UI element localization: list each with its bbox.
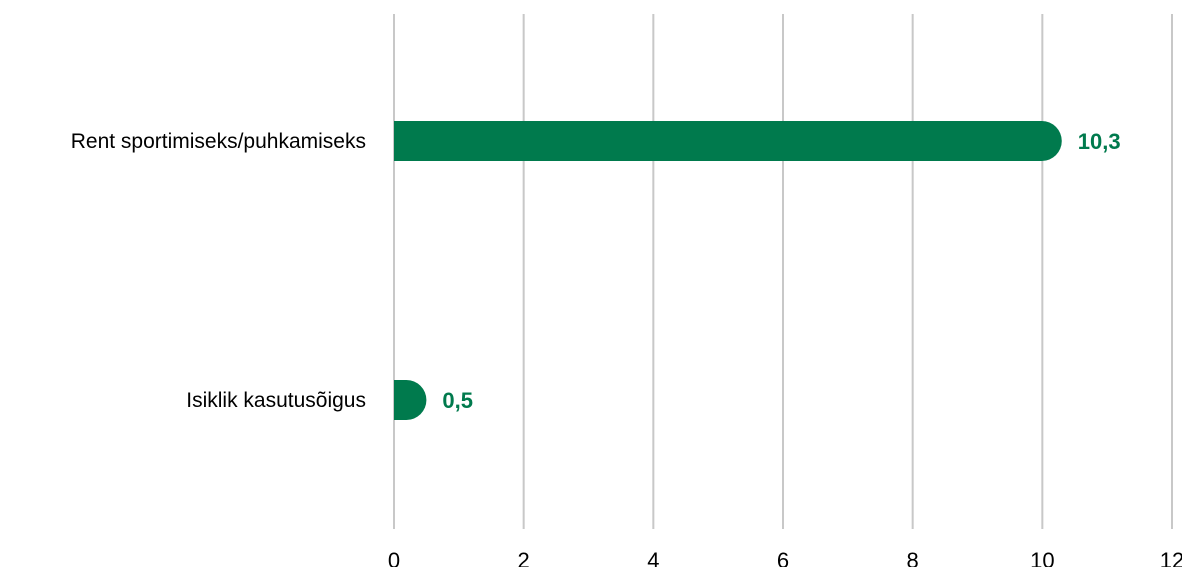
x-tick-label: 4 xyxy=(647,548,659,567)
bar xyxy=(394,121,1062,161)
category-label: Rent sportimiseks/puhkamiseks xyxy=(71,130,366,153)
x-tick-label: 10 xyxy=(1030,548,1054,567)
value-labels: 10,3 0,5 xyxy=(442,129,1120,413)
gridlines xyxy=(393,14,1173,529)
bar xyxy=(394,380,427,420)
x-tick-label: 6 xyxy=(777,548,789,567)
x-tick-label: 12 xyxy=(1160,548,1182,567)
value-label: 0,5 xyxy=(442,388,473,413)
category-labels: Rent sportimiseks/puhkamiseks Isiklik kas… xyxy=(71,130,366,412)
x-tick-label: 8 xyxy=(907,548,919,567)
x-tick-label: 0 xyxy=(388,548,400,567)
x-axis-tick-labels: 0 2 4 6 8 10 12 xyxy=(388,548,1182,567)
value-label: 10,3 xyxy=(1078,129,1121,154)
category-label: Isiklik kasutusõigus xyxy=(186,389,366,412)
bars xyxy=(394,121,1062,420)
x-tick-label: 2 xyxy=(518,548,530,567)
